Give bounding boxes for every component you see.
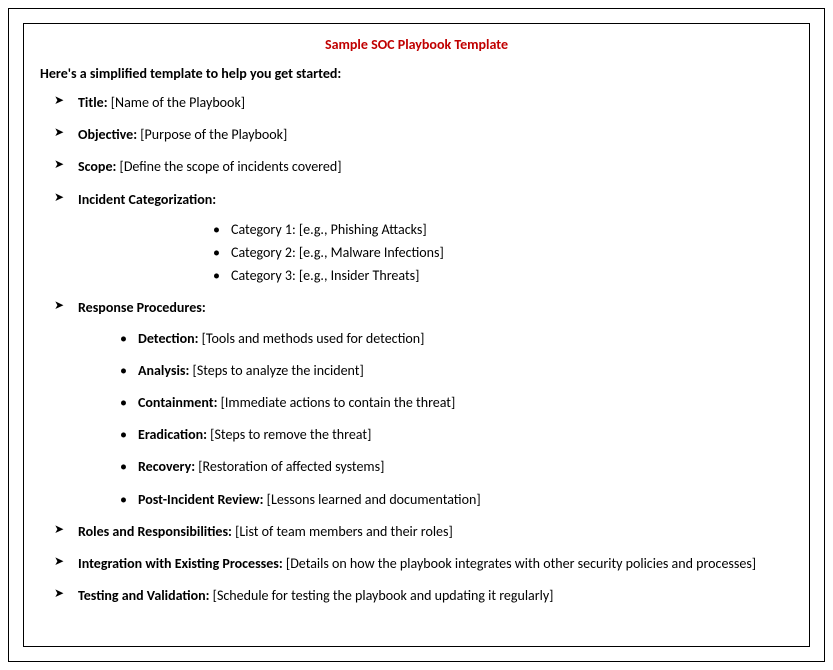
procedure-item: Detection: [Tools and methods used for d… <box>120 330 793 348</box>
procedure-item: Eradication: [Steps to remove the threat… <box>120 426 793 444</box>
procedure-item: Analysis: [Steps to analyze the incident… <box>120 362 793 380</box>
item-text: [Purpose of the Playbook] <box>137 126 287 143</box>
procedure-label: Analysis: <box>138 362 189 379</box>
procedure-item: Containment: [Immediate actions to conta… <box>120 394 793 412</box>
procedure-label: Post-Incident Review: <box>138 491 263 508</box>
item-integration: Integration with Existing Processes: [De… <box>78 555 793 573</box>
item-label: Roles and Responsibilities: <box>78 523 232 540</box>
item-label: Integration with Existing Processes: <box>78 555 283 572</box>
item-response-procedures: Response Procedures: Detection: [Tools a… <box>78 299 793 508</box>
item-label: Testing and Validation: <box>78 587 210 604</box>
item-text: [Name of the Playbook] <box>108 94 246 111</box>
item-label: Objective: <box>78 126 137 143</box>
procedure-text: [Lessons learned and documentation] <box>263 491 480 508</box>
category-item: Category 3: [e.g., Insider Threats] <box>213 267 793 286</box>
item-label: Incident Categorization: <box>78 191 216 208</box>
item-text: [Define the scope of incidents covered] <box>116 158 341 175</box>
procedure-label: Eradication: <box>138 426 207 443</box>
procedure-text: [Steps to remove the threat] <box>207 426 371 443</box>
item-text: [Schedule for testing the playbook and u… <box>210 587 554 604</box>
item-scope: Scope: [Define the scope of incidents co… <box>78 158 793 176</box>
item-label: Scope: <box>78 158 116 175</box>
outer-border: Sample SOC Playbook Template Here's a si… <box>8 8 825 662</box>
procedure-item: Recovery: [Restoration of affected syste… <box>120 458 793 476</box>
procedure-text: [Steps to analyze the incident] <box>189 362 363 379</box>
procedure-item: Post-Incident Review: [Lessons learned a… <box>120 491 793 509</box>
category-item: Category 1: [e.g., Phishing Attacks] <box>213 221 793 240</box>
item-roles: Roles and Responsibilities: [List of tea… <box>78 523 793 541</box>
procedure-label: Recovery: <box>138 458 195 475</box>
categories-list: Category 1: [e.g., Phishing Attacks] Cat… <box>213 221 793 286</box>
procedure-label: Containment: <box>138 394 217 411</box>
procedure-text: [Tools and methods used for detection] <box>198 330 424 347</box>
intro-text: Here's a simplified template to help you… <box>40 65 793 82</box>
procedures-list: Detection: [Tools and methods used for d… <box>78 330 793 509</box>
main-list: Title: [Name of the Playbook] Objective:… <box>40 94 793 605</box>
category-item: Category 2: [e.g., Malware Infections] <box>213 244 793 263</box>
item-label: Response Procedures: <box>78 299 206 316</box>
item-title: Title: [Name of the Playbook] <box>78 94 793 112</box>
procedure-text: [Immediate actions to contain the threat… <box>217 394 455 411</box>
inner-border: Sample SOC Playbook Template Here's a si… <box>23 23 810 647</box>
item-label: Title: <box>78 94 108 111</box>
document-title: Sample SOC Playbook Template <box>40 36 793 53</box>
item-text: [Details on how the playbook integrates … <box>283 555 756 572</box>
item-incident-categorization: Incident Categorization: Category 1: [e.… <box>78 191 793 286</box>
procedure-label: Detection: <box>138 330 198 347</box>
item-objective: Objective: [Purpose of the Playbook] <box>78 126 793 144</box>
procedure-text: [Restoration of affected systems] <box>195 458 384 475</box>
item-text: [List of team members and their roles] <box>232 523 453 540</box>
item-testing: Testing and Validation: [Schedule for te… <box>78 587 793 605</box>
